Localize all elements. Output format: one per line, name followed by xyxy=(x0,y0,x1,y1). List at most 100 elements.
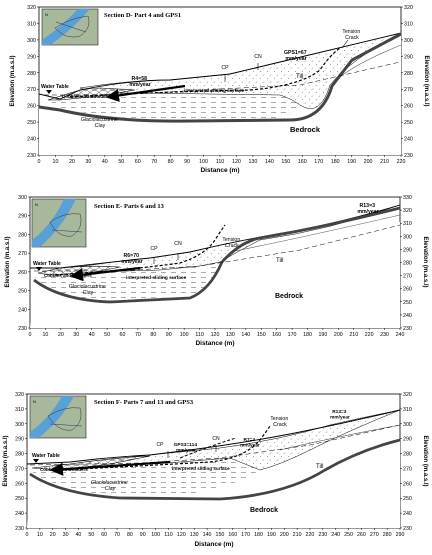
y-right-tick-label: 300 xyxy=(403,234,412,240)
y-right-tick-label: 270 xyxy=(403,274,412,280)
x-axis-label: Distance (m) xyxy=(195,340,234,347)
y-left-tick-label: 250 xyxy=(15,496,24,502)
tension-crack-label: Tension Crack xyxy=(222,237,241,249)
x-tick-label: 210 xyxy=(380,159,389,165)
y-right-tick-label: 280 xyxy=(404,71,413,77)
x-tick-label: 20 xyxy=(69,159,75,165)
water-table-label: Water Table xyxy=(33,261,61,267)
bedrock-label: Bedrock xyxy=(250,507,278,514)
x-tick-label: 80 xyxy=(127,532,133,538)
water-table-icon xyxy=(46,90,52,94)
cn-label: CN xyxy=(254,54,262,60)
svg-text:N: N xyxy=(35,202,38,207)
y-right-tick-label: 300 xyxy=(404,38,413,44)
x-tick-label: 190 xyxy=(318,332,327,338)
x-tick-label: 160 xyxy=(272,332,281,338)
y-axis-right-ticks: 320 310 300 290 280 270 260 250 240 230 xyxy=(400,392,412,532)
x-tick-label: 170 xyxy=(241,532,250,538)
x-tick-label: 190 xyxy=(347,159,356,165)
cp-label: CP xyxy=(221,65,229,71)
bedrock-label: Bedrock xyxy=(275,293,303,300)
bedrock-surface xyxy=(38,32,402,123)
x-tick-label: 80 xyxy=(150,332,156,338)
y-left-tick-label: 240 xyxy=(27,137,36,143)
sliding-surface xyxy=(59,425,271,471)
x-tick-label: 70 xyxy=(135,332,141,338)
x-tick-label: 0 xyxy=(29,332,32,338)
x-tick-label: 80 xyxy=(168,159,174,165)
x-tick-label: 20 xyxy=(58,332,64,338)
tension-crack-label: Tension Crack xyxy=(342,29,361,41)
y-right-tick-label: 260 xyxy=(404,104,413,110)
sliding-surface-label: interpreted sliding surface xyxy=(172,466,230,471)
y-left-tick-label: 230 xyxy=(15,526,24,532)
y-right-tick-label: 260 xyxy=(403,287,412,293)
x-tick-label: 70 xyxy=(151,159,157,165)
x-tick-label: 110 xyxy=(164,532,172,538)
y-right-tick-label: 300 xyxy=(403,422,412,428)
water-table-line xyxy=(34,224,401,272)
y-left-tick-label: 250 xyxy=(27,120,36,126)
panel-section-d: N Section D- Part 4 and GPS1 Water Table… xyxy=(10,5,429,174)
x-tick-label: 110 xyxy=(216,159,224,165)
till-label: Till xyxy=(276,258,283,264)
x-tick-label: 250 xyxy=(344,532,353,538)
y-right-tick-label: 280 xyxy=(403,261,412,267)
x-tick-label: 230 xyxy=(318,532,327,538)
x-tick-label: 260 xyxy=(357,532,366,538)
inset-map: N xyxy=(31,198,87,248)
water-table-label: Water Table xyxy=(32,453,60,459)
y-left-tick-label: 290 xyxy=(18,214,27,220)
inset-map: N xyxy=(29,395,87,439)
x-tick-label: 40 xyxy=(75,532,81,538)
x-axis-ticks: 0 10 20 30 40 50 60 70 80 90 100 110 120 130 140 150 160… xyxy=(29,328,405,338)
x-tick-label: 40 xyxy=(102,159,108,165)
x-tick-label: 220 xyxy=(306,532,315,538)
rate-b-label: GPS1=67 mm/year xyxy=(284,50,308,62)
y-left-tick-label: 300 xyxy=(18,195,27,201)
cn-label: CN xyxy=(212,436,220,442)
y-left-tick-label: 300 xyxy=(27,38,36,44)
rate-c-label: R13=3 mm/year xyxy=(330,409,350,421)
x-tick-label: 90 xyxy=(166,332,172,338)
x-tick-label: 30 xyxy=(85,159,91,165)
x-tick-label: 100 xyxy=(151,532,160,538)
x-tick-label: 130 xyxy=(226,332,235,338)
x-tick-label: 0 xyxy=(38,159,41,165)
y-right-tick-label: 290 xyxy=(404,54,413,60)
y-right-tick-label: 320 xyxy=(403,392,412,398)
x-tick-label: 220 xyxy=(365,332,374,338)
x-tick-label: 160 xyxy=(228,532,237,538)
y-left-tick-label: 240 xyxy=(18,307,27,313)
x-tick-label: 150 xyxy=(257,332,266,338)
panel-title: Section D- Part 4 and GPS1 xyxy=(104,12,181,19)
y-right-tick-label: 230 xyxy=(403,526,412,532)
tension-crack-label: Tension Crack xyxy=(270,416,289,428)
svg-text:N: N xyxy=(45,12,48,17)
x-tick-label: 120 xyxy=(232,159,241,165)
clay-layer xyxy=(34,262,220,300)
x-tick-label: 180 xyxy=(303,332,312,338)
y-left-tick-label: 270 xyxy=(18,251,27,257)
x-tick-label: 170 xyxy=(288,332,297,338)
x-tick-label: 60 xyxy=(120,332,126,338)
x-tick-label: 90 xyxy=(140,532,146,538)
till-label: Till xyxy=(296,74,303,80)
x-tick-label: 0 xyxy=(26,532,29,538)
x-tick-label: 190 xyxy=(267,532,276,538)
x-tick-label: 140 xyxy=(241,332,250,338)
y-left-tick-label: 290 xyxy=(15,437,24,443)
x-tick-label: 150 xyxy=(281,159,290,165)
y-left-tick-label: 230 xyxy=(18,326,27,332)
y-right-tick-label: 310 xyxy=(403,407,412,413)
y-right-tick-label: 250 xyxy=(403,496,412,502)
x-tick-label: 210 xyxy=(349,332,358,338)
cp-label: CP xyxy=(157,442,165,448)
x-tick-label: 120 xyxy=(177,532,186,538)
y-right-tick-label: 230 xyxy=(403,326,412,332)
x-tick-label: 70 xyxy=(114,532,120,538)
y-right-tick-label: 320 xyxy=(404,5,413,11)
x-tick-label: 240 xyxy=(396,332,405,338)
panel-section-f: N Section F- Parts 7 and 13 and GPS3 Wat… xyxy=(3,392,428,548)
y-right-tick-label: 270 xyxy=(403,466,412,472)
